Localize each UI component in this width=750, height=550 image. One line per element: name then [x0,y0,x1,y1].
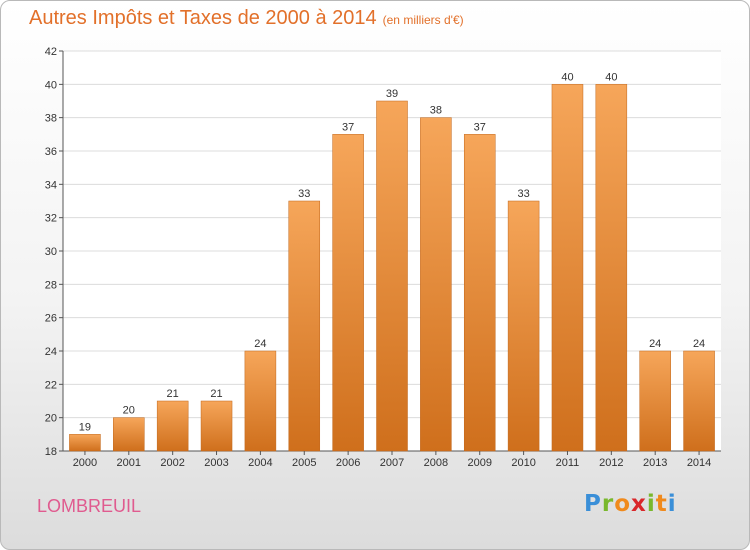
bar-value-label: 37 [474,121,486,133]
y-tick-label: 32 [45,213,57,225]
logo-letter: t [655,491,668,517]
x-tick-label: 2007 [380,457,404,469]
y-tick-label: 40 [45,79,57,91]
x-tick-label: 2012 [599,457,623,469]
bar [156,400,189,452]
y-tick-label: 36 [45,146,57,158]
x-tick-label: 2000 [73,457,97,469]
bar [639,350,671,452]
y-tick-label: 38 [45,113,57,125]
bar-value-label: 38 [430,105,442,117]
x-tick-label: 2010 [511,457,535,469]
bar-value-label: 20 [123,405,135,417]
bar-value-label: 33 [298,188,310,200]
y-tick-label: 34 [45,179,57,191]
x-tick-label: 2009 [467,457,491,469]
x-tick-label: 2008 [424,457,448,469]
y-tick-label: 24 [45,346,57,358]
bar-value-label: 37 [342,121,354,133]
bar-value-label: 21 [210,388,222,400]
y-tick-label: 22 [45,379,57,391]
bar-value-label: 33 [517,188,529,200]
y-tick-label: 42 [45,46,57,58]
bar [244,350,277,452]
bar [595,84,628,452]
x-tick-label: 2004 [248,457,272,469]
x-tick-label: 2001 [117,457,141,469]
logo-letter: o [614,491,632,517]
bar-value-label: 19 [79,421,91,433]
x-tick-label: 2002 [160,457,184,469]
bar-value-label: 40 [605,71,617,83]
y-tick-label: 26 [45,313,57,325]
chart-title: Autres Impôts et Taxes de 2000 à 2014 (en… [29,7,464,30]
y-tick-label: 28 [45,279,57,291]
bar [683,350,715,452]
bar-value-label: 24 [254,338,266,350]
title-text: Autres Impôts et Taxes de 2000 à 2014 [29,7,377,29]
bar-value-label: 24 [693,338,705,350]
title-unit: (en milliers d'€) [382,13,464,27]
bar [376,100,408,452]
x-tick-label: 2013 [643,457,667,469]
x-tick-label: 2011 [556,457,580,469]
logo-letter: x [631,491,647,517]
bar-value-label: 21 [167,388,179,400]
logo-letter: i [646,491,656,517]
bar-value-label: 39 [386,88,398,100]
x-tick-label: 2014 [687,457,711,469]
bar-value-label: 40 [561,71,573,83]
bar [551,84,584,452]
bar [463,134,496,452]
bar-value-label: 24 [649,338,661,350]
bar [69,434,101,452]
logo-letter: i [667,491,677,517]
x-tick-label: 2003 [204,457,228,469]
y-tick-label: 20 [45,413,57,425]
bar [332,134,364,452]
y-tick-label: 30 [45,246,57,258]
x-tick-label: 2006 [336,457,360,469]
bar [288,200,321,452]
bar [200,400,233,452]
logo-letter: r [601,491,615,517]
y-tick-label: 18 [45,446,57,458]
proxiti-logo: Proxiti [584,491,677,517]
bar [113,417,145,452]
place-name: LOMBREUIL [37,496,142,516]
x-tick-label: 2005 [292,457,316,469]
bar [420,117,452,452]
bar [507,200,540,452]
logo-letter: P [584,491,602,517]
